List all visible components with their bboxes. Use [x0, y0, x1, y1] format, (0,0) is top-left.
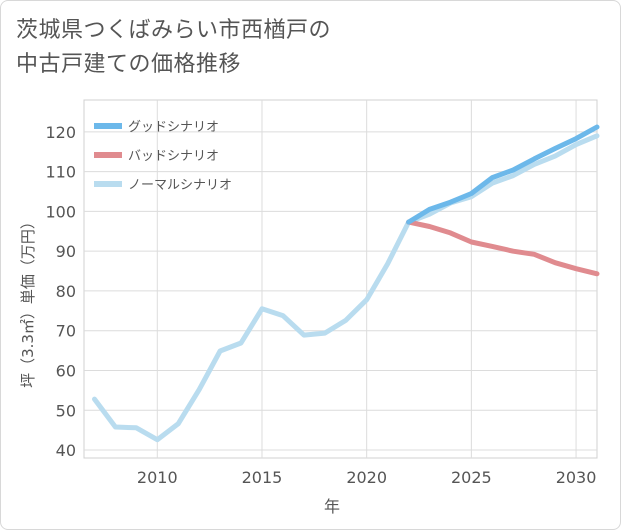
y-tick-label: 80 [56, 282, 76, 301]
y-tick-label: 120 [45, 123, 76, 142]
y-tick-label: 90 [56, 242, 76, 261]
x-axis-label: 年 [324, 497, 340, 516]
x-tick-label: 2015 [242, 468, 283, 487]
x-tick-label: 2010 [137, 468, 178, 487]
legend-label: バッドシナリオ [128, 149, 219, 164]
y-tick-label: 50 [56, 401, 76, 420]
title-line-2: 中古戸建ての価格推移 [16, 52, 242, 77]
series-line-3 [92, 133, 600, 443]
legend-label: ノーマルシナリオ [128, 178, 232, 193]
y-tick-label: 110 [45, 163, 76, 182]
x-tick-label: 2020 [346, 468, 387, 487]
y-tick-label: 70 [56, 322, 76, 341]
series-group [92, 124, 600, 443]
y-tick-label: 60 [56, 361, 76, 380]
y-tick-label: 100 [45, 202, 76, 221]
series-line-1 [406, 124, 600, 225]
x-tick-label: 2030 [556, 468, 597, 487]
x-tick-label: 2025 [451, 468, 492, 487]
y-axis-label: 坪（3.3㎡）単価（万円） [19, 214, 37, 388]
series-line-2 [406, 219, 600, 277]
chart-title: 茨城県つくばみらい市西楢戸の 中古戸建ての価格推移 [16, 14, 331, 82]
title-line-1: 茨城県つくばみらい市西楢戸の [16, 18, 332, 43]
plot-area [83, 99, 598, 459]
legend-label: グッドシナリオ [128, 120, 219, 135]
y-tick-label: 40 [56, 441, 76, 460]
axes: 40 50 60 70 80 90 100 110 120 2010 2015 2020 2025 203… [45, 123, 596, 487]
